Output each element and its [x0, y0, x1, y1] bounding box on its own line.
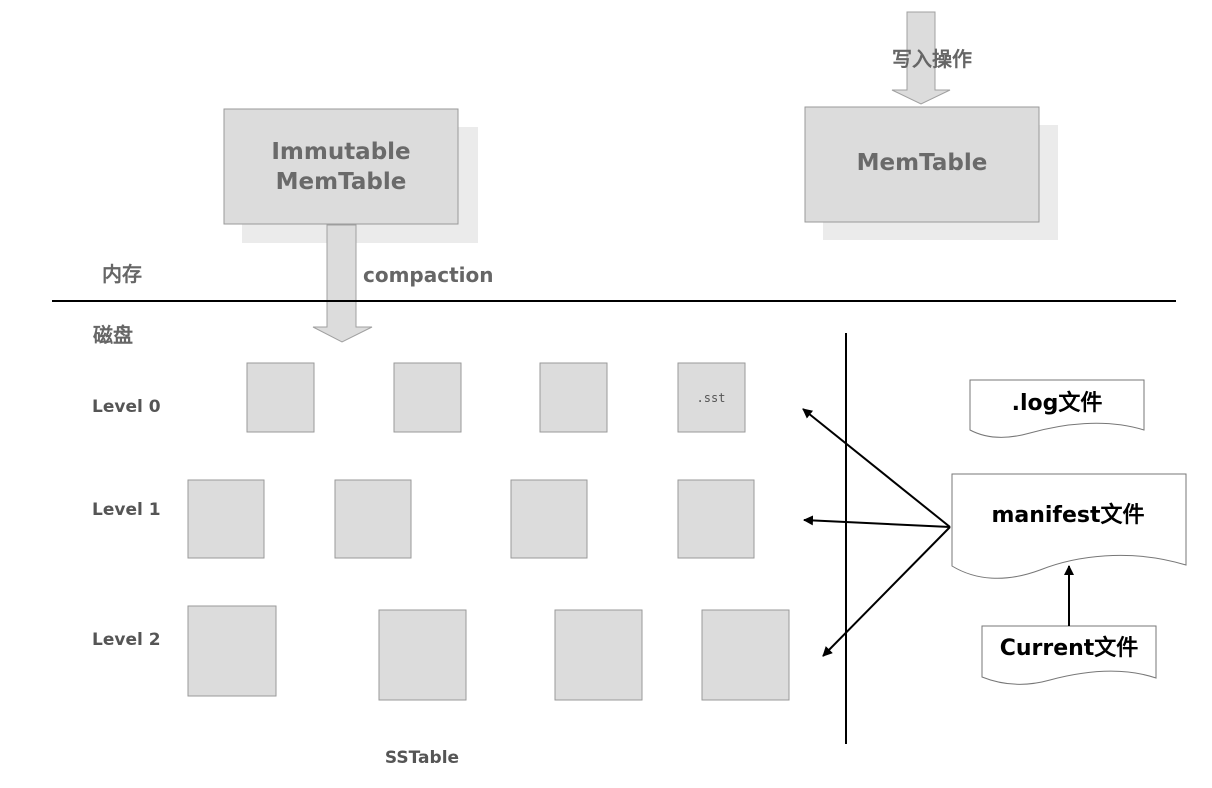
sst-file	[246, 362, 315, 433]
manifest-file-label: manifest文件	[991, 502, 1144, 528]
sst-file	[378, 609, 467, 701]
current-file-doc: Current文件	[981, 625, 1157, 685]
sst-file	[677, 362, 746, 433]
sst-file	[554, 609, 643, 701]
manifest-to-level0-arrow	[802, 408, 951, 528]
log-file-label: .log文件	[1012, 390, 1103, 416]
immutable-memtable-box: Immutable MemTable	[223, 108, 478, 243]
memory-label: 内存	[102, 262, 142, 286]
sst-file	[677, 479, 755, 559]
write-op-label: 写入操作	[892, 47, 972, 71]
compaction-label: compaction	[363, 263, 494, 287]
sst-file	[187, 605, 277, 697]
log-file-doc: .log文件	[969, 379, 1145, 438]
level-0-label: Level 0	[92, 397, 161, 417]
compaction-arrow	[312, 224, 373, 343]
sst-file-label: .sst	[697, 391, 726, 405]
sst-file	[334, 479, 412, 559]
current-file-label: Current文件	[1000, 635, 1139, 661]
manifest-file-doc: manifest文件	[951, 473, 1187, 579]
memtable-box: MemTable	[804, 106, 1058, 240]
write-op-arrow	[891, 11, 951, 105]
disk-label: 磁盘	[93, 323, 133, 347]
manifest-to-level1-arrow	[803, 515, 951, 528]
immutable-memtable-label-line1: Immutable	[271, 139, 410, 165]
sstable-label: SSTable	[385, 748, 459, 768]
memtable-label: MemTable	[857, 150, 988, 176]
level-2-label: Level 2	[92, 630, 161, 650]
sst-file	[539, 362, 608, 433]
sst-file	[701, 609, 790, 701]
manifest-to-level2-arrow	[822, 526, 951, 657]
level-1-label: Level 1	[92, 500, 161, 520]
immutable-memtable-label-line2: MemTable	[276, 169, 407, 195]
sst-file	[393, 362, 462, 433]
sst-file	[510, 479, 588, 559]
sst-file	[187, 479, 265, 559]
